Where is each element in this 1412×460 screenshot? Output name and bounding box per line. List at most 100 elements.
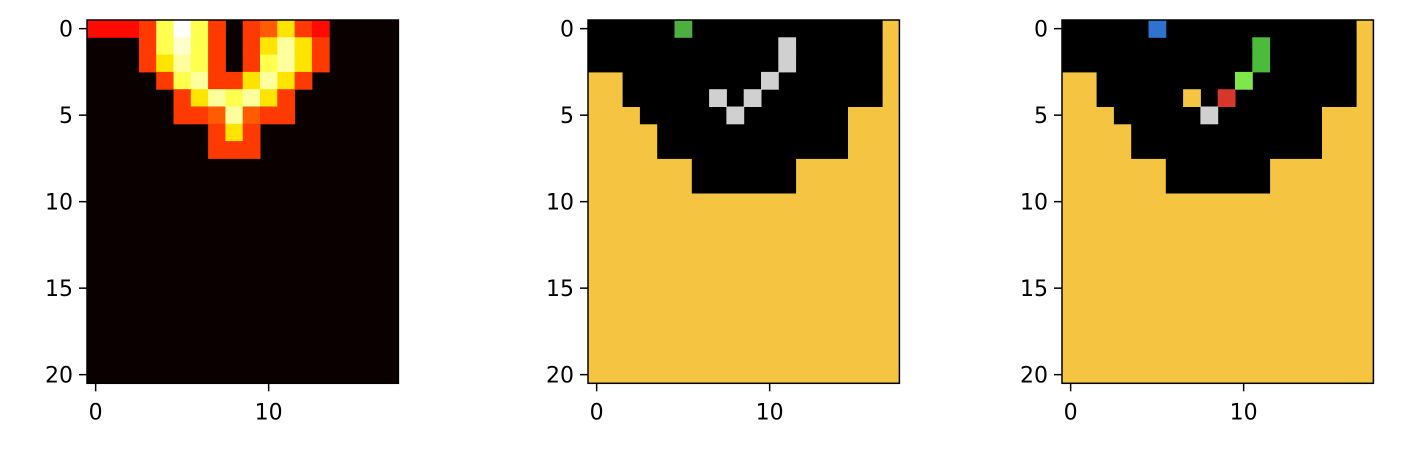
heatmap-region-row	[622, 71, 883, 90]
y-tick-label: 15	[546, 277, 574, 302]
heatmap-cell	[743, 89, 762, 107]
x-tick-label: 0	[1064, 400, 1078, 425]
heatmap-region-row	[588, 37, 883, 56]
heatmap-cell	[260, 37, 278, 56]
heatmap-cell	[260, 89, 278, 107]
heatmap-cell	[190, 71, 209, 90]
heatmap-region-row	[1131, 141, 1322, 159]
x-tick-label: 10	[756, 400, 784, 425]
y-tick-label: 15	[45, 277, 73, 302]
y-tick-label: 20	[45, 364, 73, 389]
y-tick-label: 15	[1020, 277, 1048, 302]
heatmap-cell	[156, 71, 174, 90]
heatmap-region-row	[1165, 175, 1271, 194]
heatmap-cell	[778, 54, 797, 73]
heatmap-cell	[311, 54, 330, 73]
heatmap-cell	[173, 106, 192, 125]
heatmap-cell	[225, 71, 244, 90]
heatmap-cell	[778, 37, 797, 56]
heatmap-cell	[311, 37, 330, 56]
heatmap-region-row	[691, 158, 797, 177]
heatmap-cell	[1183, 89, 1201, 107]
heatmap-cell	[87, 20, 105, 38]
y-tick-label: 0	[59, 18, 73, 43]
heatmap-region-row	[657, 141, 848, 159]
heatmap-cell	[208, 20, 226, 38]
heatmap-region-row	[588, 20, 883, 38]
heatmap-region-row	[588, 54, 883, 73]
heatmap-cell	[260, 71, 278, 90]
heatmap-region-row	[1096, 71, 1357, 90]
y-tick-label: 0	[560, 18, 574, 43]
x-tick-label: 10	[1230, 400, 1258, 425]
heatmap-cell	[225, 123, 244, 142]
heatmap-cell	[242, 141, 261, 159]
y-tick-label: 5	[59, 104, 73, 129]
heatmap-cell	[190, 89, 209, 107]
heatmap-cell	[260, 106, 278, 125]
heatmap-cell	[138, 20, 157, 38]
y-tick-label: 5	[1034, 104, 1048, 129]
heatmap-cell	[156, 54, 174, 73]
heatmap-cell	[277, 71, 296, 90]
heatmap-cell	[294, 71, 313, 90]
heatmap-cell	[242, 54, 261, 73]
heatmap-cell	[311, 20, 330, 38]
heatmap-cell	[761, 71, 779, 90]
heatmap-cell	[242, 123, 261, 142]
heatmap-cell	[277, 106, 296, 125]
heatmap-region-row	[657, 123, 848, 142]
heatmap-cell	[138, 54, 157, 73]
heatmap-cell	[1148, 20, 1167, 38]
heatmap-cell	[260, 20, 278, 38]
heatmap-cell	[208, 89, 226, 107]
heatmap-region-row	[1062, 54, 1357, 73]
heatmap-cell	[121, 20, 140, 38]
heatmap-cell	[190, 106, 209, 125]
heatmap-cell	[277, 20, 296, 38]
heatmap-region-row	[1131, 123, 1322, 142]
heatmap-cell	[1217, 89, 1236, 107]
heatmap-cell	[1252, 54, 1271, 73]
heatmap-cell	[709, 89, 727, 107]
heatmap-cell	[173, 71, 192, 90]
x-tick-label: 10	[255, 400, 283, 425]
heatmap-cell	[242, 89, 261, 107]
heatmap-cell	[225, 106, 244, 125]
heatmap-panel-right: 0 5 10 15 20 0 10	[1020, 18, 1375, 425]
heatmap-cell	[173, 89, 192, 107]
x-tick-label: 0	[89, 400, 103, 425]
heatmap-cell	[294, 20, 313, 38]
heatmap-cell	[190, 20, 209, 38]
heatmap-region-row	[1062, 37, 1357, 56]
heatmap-panel-middle: 0 5 10 15 20 0 10	[546, 18, 901, 425]
y-tick-label: 10	[546, 191, 574, 216]
heatmap-cell	[277, 37, 296, 56]
y-tick-label: 20	[546, 364, 574, 389]
heatmap-cell	[242, 71, 261, 90]
heatmap-cell	[173, 37, 192, 56]
heatmap-cell	[156, 37, 174, 56]
y-tick-label: 20	[1020, 364, 1048, 389]
heatmap-cell	[208, 37, 226, 56]
heatmap-cell	[208, 71, 226, 90]
heatmap-cell	[1235, 71, 1253, 90]
y-tick-label: 0	[1034, 18, 1048, 43]
y-tick-label: 10	[1020, 191, 1048, 216]
heatmap-cell	[242, 20, 261, 38]
heatmap-cell	[156, 20, 174, 38]
x-tick-label: 0	[590, 400, 604, 425]
heatmap-cell	[173, 20, 192, 38]
heatmap-cell	[104, 20, 123, 38]
heatmap-cell	[294, 54, 313, 73]
heatmap-cell	[208, 106, 226, 125]
heatmap-cell	[208, 54, 226, 73]
heatmap-cell	[190, 37, 209, 56]
heatmap-region-row	[691, 175, 797, 194]
heatmap-cell	[674, 20, 693, 38]
heatmap-cell	[225, 89, 244, 107]
heatmap-cell	[1252, 37, 1271, 56]
heatmap-cell	[225, 141, 244, 159]
heatmap-cell	[726, 106, 745, 125]
